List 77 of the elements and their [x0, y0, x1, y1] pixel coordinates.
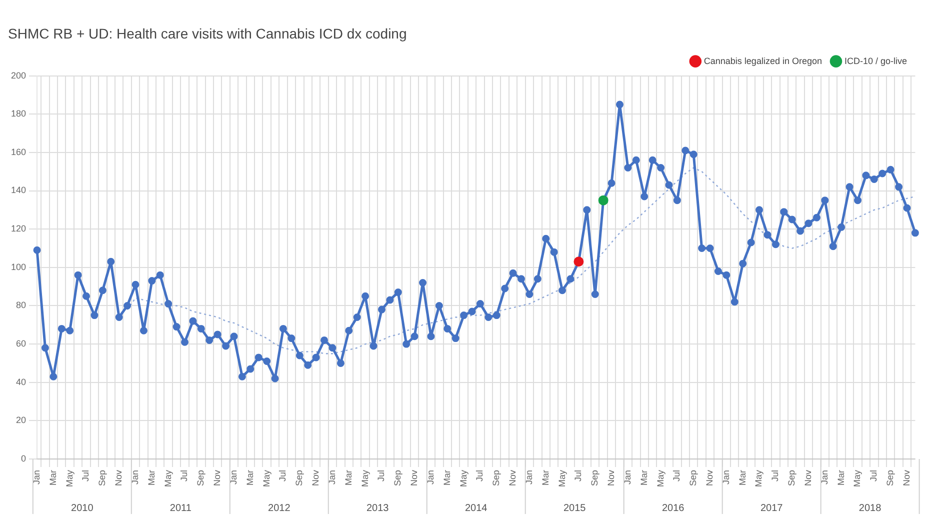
x-tick-label: May: [556, 470, 567, 488]
x-tick-label: May: [261, 470, 272, 488]
x-tick-label: Sep: [491, 470, 502, 486]
x-tick-label: Jan: [622, 470, 632, 485]
x-tick-label: Jan: [130, 470, 140, 485]
x-tick-label: Nov: [802, 470, 813, 486]
x-tick-label: Jan: [819, 470, 830, 485]
text: 2014: [464, 502, 488, 514]
x-tick-label: Jan: [425, 470, 436, 485]
x-tick-label: May: [458, 470, 468, 488]
y-tick-label: 200: [10, 70, 26, 80]
x-tick-label: Jul: [80, 470, 91, 482]
x-tick-label: Sep: [786, 470, 797, 486]
x-tick-label: Nov: [704, 470, 714, 486]
x-tick-label: Mar: [442, 470, 452, 486]
y-tick-label: 100: [10, 262, 26, 272]
x-tick-label: Sep: [688, 470, 698, 486]
text: 2011: [170, 502, 192, 514]
x-tick-label: Mar: [48, 470, 58, 486]
text: 2016: [662, 502, 685, 514]
x-tick-label: May: [162, 470, 173, 488]
x-tick-label: Nov: [901, 470, 912, 486]
x-tick-label: Jul: [278, 470, 288, 482]
x-tick-label: Jan: [228, 470, 238, 485]
x-tick-label: May: [64, 470, 74, 488]
x-tick-label: Jul: [474, 470, 485, 482]
text: 2015: [563, 502, 586, 514]
text: 2010: [71, 502, 94, 514]
x-tick-label: Jul: [672, 470, 682, 482]
x-tick-label: May: [852, 470, 862, 488]
x-tick-label: Sep: [392, 470, 403, 486]
x-tick-label: Nov: [606, 470, 616, 486]
x-tick-label: Sep: [97, 470, 108, 486]
y-tick-label: 80: [16, 300, 26, 310]
legend-label: ICD-10 / go-live: [844, 56, 908, 66]
x-tick-label: Sep: [885, 470, 896, 486]
x-tick-label: May: [754, 470, 764, 488]
x-tick-label: Nov: [409, 470, 420, 486]
text: 2013: [366, 502, 390, 514]
y-tick-label: 180: [10, 108, 26, 119]
text: 2018: [858, 502, 882, 514]
x-tick-label: Sep: [196, 470, 206, 486]
x-tick-label: Mar: [244, 470, 255, 486]
x-tick-label: Mar: [836, 470, 846, 486]
x-tick-label: May: [360, 470, 370, 488]
x-tick-label: Mar: [540, 470, 550, 486]
y-tick-label: 60: [16, 338, 26, 349]
chart-title: SHMC RB + UD: Health care visits with Cannabis ICD dx coding: [8, 25, 407, 42]
x-tick-label: Mar: [737, 470, 748, 486]
y-tick-label: 0: [21, 453, 26, 464]
x-tick-label: Jan: [720, 470, 731, 485]
x-tick-label: May: [655, 470, 666, 488]
x-tick-label: Mar: [146, 470, 156, 486]
x-tick-label: Nov: [212, 470, 222, 486]
x-tick-label: Sep: [590, 470, 600, 486]
x-tick-label: Jan: [326, 470, 337, 485]
y-tick-label: 160: [10, 146, 26, 157]
x-tick-label: Jul: [770, 470, 780, 482]
y-tick-label: 20: [16, 415, 26, 426]
x-tick-label: Jul: [179, 470, 190, 482]
x-tick-label: Jan: [524, 470, 534, 485]
x-tick-label: Jan: [32, 470, 42, 485]
legend-label: Cannabis legalized in Oregon: [704, 56, 822, 66]
x-tick-label: Jul: [573, 470, 584, 482]
x-tick-label: Sep: [294, 470, 304, 486]
x-tick-label: Mar: [343, 470, 354, 486]
y-tick-label: 140: [10, 185, 26, 196]
text: 2017: [760, 502, 784, 514]
x-tick-label: Jul: [376, 470, 386, 482]
x-tick-label: Jul: [868, 470, 879, 482]
x-tick-label: Nov: [310, 470, 321, 486]
text: 2012: [268, 502, 291, 514]
y-tick-label: 40: [16, 376, 26, 387]
x-tick-label: Mar: [638, 470, 649, 486]
x-tick-label: Nov: [508, 470, 518, 486]
x-tick-label: Nov: [114, 470, 124, 486]
y-tick-label: 120: [10, 224, 26, 234]
